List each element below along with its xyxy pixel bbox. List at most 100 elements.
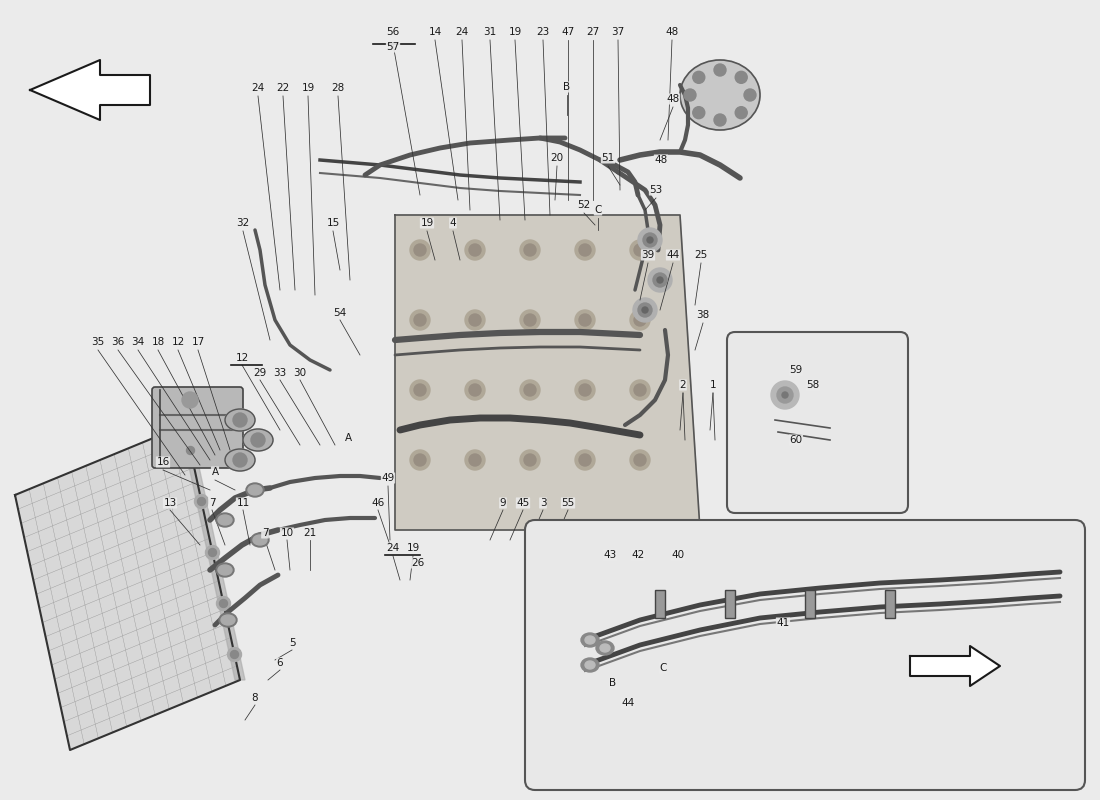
Circle shape [217,597,231,610]
Text: 7: 7 [209,498,216,508]
Ellipse shape [680,60,760,130]
Circle shape [647,237,653,243]
Circle shape [642,307,648,313]
Circle shape [735,106,747,118]
Ellipse shape [596,641,614,655]
Circle shape [782,392,788,398]
Circle shape [684,89,696,101]
Text: 39: 39 [641,250,654,260]
Ellipse shape [219,613,236,627]
Text: 40: 40 [671,550,684,560]
Text: 19: 19 [420,218,433,228]
Text: 24: 24 [455,27,469,37]
Text: 48: 48 [654,155,668,165]
Circle shape [414,244,426,256]
Circle shape [414,454,426,466]
Ellipse shape [585,661,595,669]
Circle shape [469,454,481,466]
Circle shape [233,453,248,467]
Ellipse shape [221,615,235,625]
Circle shape [465,380,485,400]
Text: 20: 20 [550,153,563,163]
Circle shape [634,384,646,396]
Ellipse shape [246,483,264,497]
Circle shape [524,384,536,396]
Circle shape [653,273,667,287]
Ellipse shape [581,658,600,672]
Text: 2: 2 [680,380,686,390]
Polygon shape [15,425,240,750]
Polygon shape [30,60,150,120]
Text: 34: 34 [131,337,144,347]
Text: 21: 21 [304,528,317,538]
Circle shape [634,454,646,466]
Ellipse shape [600,644,610,652]
Text: 12: 12 [172,337,185,347]
Text: 8: 8 [252,693,258,703]
Text: B: B [563,82,571,92]
Circle shape [575,450,595,470]
Text: 55: 55 [561,498,574,508]
Circle shape [630,380,650,400]
Text: 19: 19 [508,27,521,37]
Circle shape [579,454,591,466]
Circle shape [465,450,485,470]
Text: 60: 60 [790,435,803,445]
Text: B: B [609,678,617,688]
Text: 41: 41 [777,618,790,628]
Circle shape [638,303,652,317]
Circle shape [465,240,485,260]
Text: 42: 42 [631,550,645,560]
Circle shape [469,314,481,326]
Text: 37: 37 [612,27,625,37]
Text: 15: 15 [327,218,340,228]
Circle shape [410,450,430,470]
Text: 5: 5 [288,638,295,648]
Circle shape [630,450,650,470]
Circle shape [520,450,540,470]
Circle shape [579,244,591,256]
Text: 16: 16 [156,457,169,467]
Text: 11: 11 [236,498,250,508]
Text: 19: 19 [406,543,419,553]
Circle shape [520,240,540,260]
Text: C: C [594,205,602,215]
Text: 45: 45 [516,498,529,508]
Circle shape [634,314,646,326]
Circle shape [524,314,536,326]
Text: 33: 33 [274,368,287,378]
Circle shape [638,228,662,252]
Text: 22: 22 [276,83,289,93]
Circle shape [182,392,198,408]
Text: 35: 35 [91,337,104,347]
Bar [725,590,735,618]
Circle shape [524,244,536,256]
Text: 47: 47 [561,27,574,37]
Text: 30: 30 [294,368,307,378]
Text: 27: 27 [586,27,600,37]
Text: 58: 58 [806,380,820,390]
Ellipse shape [253,535,267,545]
Circle shape [410,240,430,260]
Polygon shape [180,425,245,680]
Ellipse shape [581,633,600,647]
Circle shape [469,384,481,396]
Polygon shape [910,646,1000,686]
Text: 51: 51 [602,153,615,163]
Text: 24: 24 [252,83,265,93]
Circle shape [630,240,650,260]
Text: 43: 43 [604,550,617,560]
Text: 29: 29 [253,368,266,378]
Circle shape [634,244,646,256]
Text: A: A [211,467,219,477]
Text: 53: 53 [649,185,662,195]
Text: 24: 24 [386,543,399,553]
Text: 9: 9 [499,498,506,508]
Circle shape [184,443,198,458]
Ellipse shape [216,513,234,527]
Circle shape [195,494,209,509]
Text: 59: 59 [790,365,803,375]
Ellipse shape [251,533,270,547]
Text: 12: 12 [235,353,249,363]
Circle shape [575,310,595,330]
